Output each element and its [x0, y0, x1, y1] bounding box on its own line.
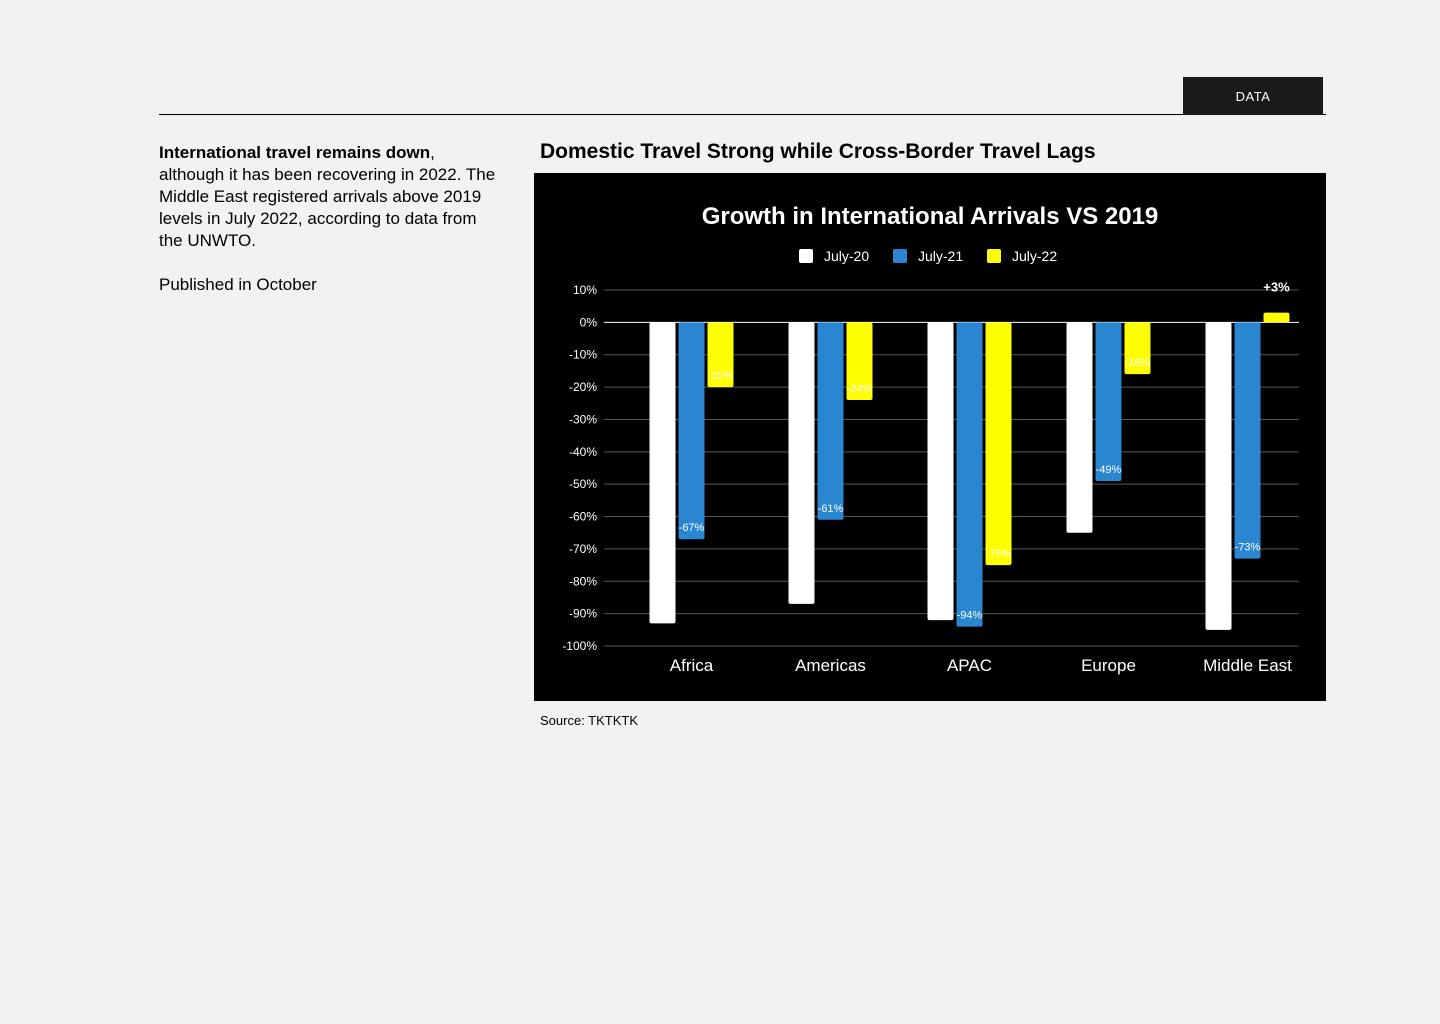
x-tick-label: Africa	[670, 656, 714, 675]
bar-july-22	[846, 322, 873, 401]
data-label: -24%	[847, 383, 873, 395]
data-label: -94%	[957, 610, 983, 622]
bar-july-21	[1234, 322, 1261, 559]
y-tick-label: -100%	[562, 639, 597, 653]
chart-container: Growth in International Arrivals VS 2019…	[534, 173, 1326, 701]
bar-july-20	[1066, 322, 1093, 533]
intro-text: International travel remains down, altho…	[159, 142, 504, 296]
y-tick-label: -70%	[569, 542, 597, 556]
bar-july-21	[1095, 322, 1122, 481]
bar-july-20	[927, 322, 954, 621]
data-label: -75%	[986, 548, 1012, 560]
bar-july-21	[817, 322, 844, 520]
bar-july-21	[956, 322, 983, 627]
bar-july-21	[678, 322, 705, 540]
data-label: -49%	[1096, 464, 1122, 476]
y-tick-label: -20%	[569, 380, 597, 394]
bar-july-20	[649, 322, 676, 624]
legend-swatch-july-21	[893, 249, 907, 263]
x-tick-label: Middle East	[1203, 656, 1292, 675]
x-tick-label: Americas	[795, 656, 866, 675]
bar-july-22	[707, 322, 734, 388]
data-label: -61%	[818, 503, 844, 515]
x-tick-label: APAC	[947, 656, 992, 675]
bar-july-20	[788, 322, 815, 604]
intro-lead: International travel remains down	[159, 143, 431, 162]
data-label: -16%	[1125, 357, 1151, 369]
y-tick-label: 10%	[573, 283, 597, 297]
published-date: Published in October	[159, 275, 317, 294]
data-label: -67%	[679, 522, 705, 534]
data-label: -20%	[708, 370, 734, 382]
y-tick-label: -80%	[569, 574, 597, 588]
bar-july-20	[1205, 322, 1232, 630]
bar-july-22	[1124, 322, 1151, 375]
y-tick-label: -30%	[569, 412, 597, 426]
y-tick-label: 0%	[580, 315, 598, 329]
bar-chart: Growth in International Arrivals VS 2019…	[562, 203, 1299, 675]
y-tick-label: -40%	[569, 445, 597, 459]
intro-paragraph: International travel remains down, altho…	[159, 142, 504, 252]
bar-july-22	[1263, 312, 1290, 323]
figure-heading: Domestic Travel Strong while Cross-Borde…	[540, 140, 1096, 163]
data-label: +3%	[1263, 280, 1290, 295]
data-label: -73%	[1235, 542, 1261, 554]
section-tag[interactable]: DATA	[1183, 77, 1323, 115]
bar-july-22	[985, 322, 1012, 566]
header-rule	[159, 114, 1326, 115]
legend-swatch-july-22	[987, 249, 1001, 263]
legend-label-july-20: July-20	[824, 248, 869, 264]
chart-title: Growth in International Arrivals VS 2019	[702, 203, 1159, 230]
y-tick-label: -50%	[569, 477, 597, 491]
source-note: Source: TKTKTK	[540, 713, 639, 728]
y-tick-label: -90%	[569, 607, 597, 621]
y-tick-label: -10%	[569, 348, 597, 362]
legend-label-july-21: July-21	[918, 248, 963, 264]
legend-swatch-july-20	[799, 249, 813, 263]
y-tick-label: -60%	[569, 510, 597, 524]
x-tick-label: Europe	[1081, 656, 1136, 675]
intro-body: , although it has been recovering in 202…	[159, 143, 496, 250]
legend-label-july-22: July-22	[1012, 248, 1057, 264]
